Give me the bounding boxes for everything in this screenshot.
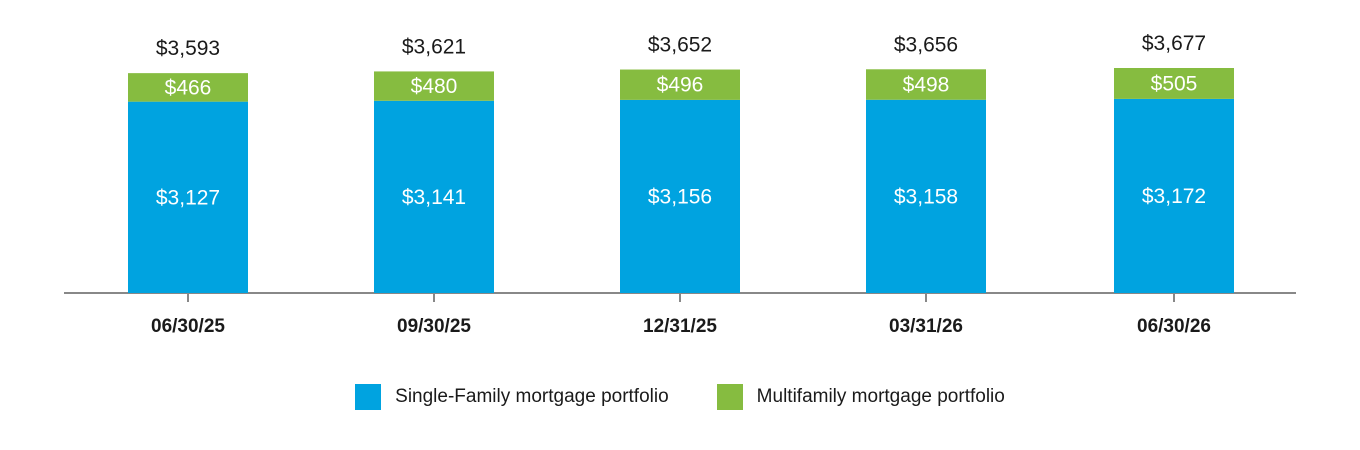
bar-multifamily-12-31-25 (620, 69, 740, 100)
data-label-multifamily-06-30-25: $466 (165, 76, 212, 99)
bar-single-family-06-30-25 (128, 101, 248, 293)
data-label-single-family-06-30-26: $3,172 (1142, 185, 1206, 208)
bar-single-family-12-31-25 (620, 99, 740, 293)
bar-multifamily-06-30-25 (128, 73, 248, 102)
x-tick-label-06-30-25: 06/30/25 (151, 316, 225, 337)
data-label-multifamily-03-31-26: $498 (903, 74, 950, 97)
data-label-single-family-03-31-26: $3,158 (894, 185, 958, 208)
legend-item-multifamily: Multifamily mortgage portfolio (716, 384, 1005, 410)
data-label-multifamily-06-30-26: $505 (1151, 72, 1198, 95)
total-label-06-30-25: $3,593 (156, 37, 220, 60)
data-label-single-family-12-31-25: $3,156 (648, 185, 712, 208)
x-tick-label-09-30-25: 09/30/25 (397, 316, 471, 337)
total-label-12-31-25: $3,652 (648, 34, 712, 57)
data-label-single-family-06-30-25: $3,127 (156, 186, 220, 209)
bar-multifamily-06-30-26 (1114, 68, 1234, 99)
total-label-09-30-25: $3,621 (402, 35, 466, 58)
data-label-multifamily-12-31-25: $496 (657, 74, 704, 97)
data-label-multifamily-09-30-25: $480 (411, 75, 458, 98)
total-label-03-31-26: $3,656 (894, 33, 958, 56)
legend: Single-Family mortgage portfolio Multifa… (0, 380, 1360, 414)
legend-swatch-multifamily (716, 384, 743, 410)
bar-multifamily-09-30-25 (374, 71, 494, 101)
legend-swatch-single-family (355, 384, 382, 410)
data-label-single-family-09-30-25: $3,141 (402, 186, 466, 209)
bar-single-family-09-30-25 (374, 100, 494, 293)
total-label-06-30-26: $3,677 (1142, 32, 1206, 55)
x-tick-label-03-31-26: 03/31/26 (889, 316, 963, 337)
bar-single-family-06-30-26 (1114, 98, 1234, 293)
legend-item-single-family: Single-Family mortgage portfolio (355, 384, 669, 410)
legend-label-multifamily: Multifamily mortgage portfolio (756, 386, 1005, 407)
bar-single-family-03-31-26 (866, 99, 986, 293)
x-tick-label-06-30-26: 06/30/26 (1137, 316, 1211, 337)
x-tick-label-12-31-25: 12/31/25 (643, 316, 717, 337)
bar-multifamily-03-31-26 (866, 69, 986, 100)
legend-label-single-family: Single-Family mortgage portfolio (395, 386, 669, 407)
